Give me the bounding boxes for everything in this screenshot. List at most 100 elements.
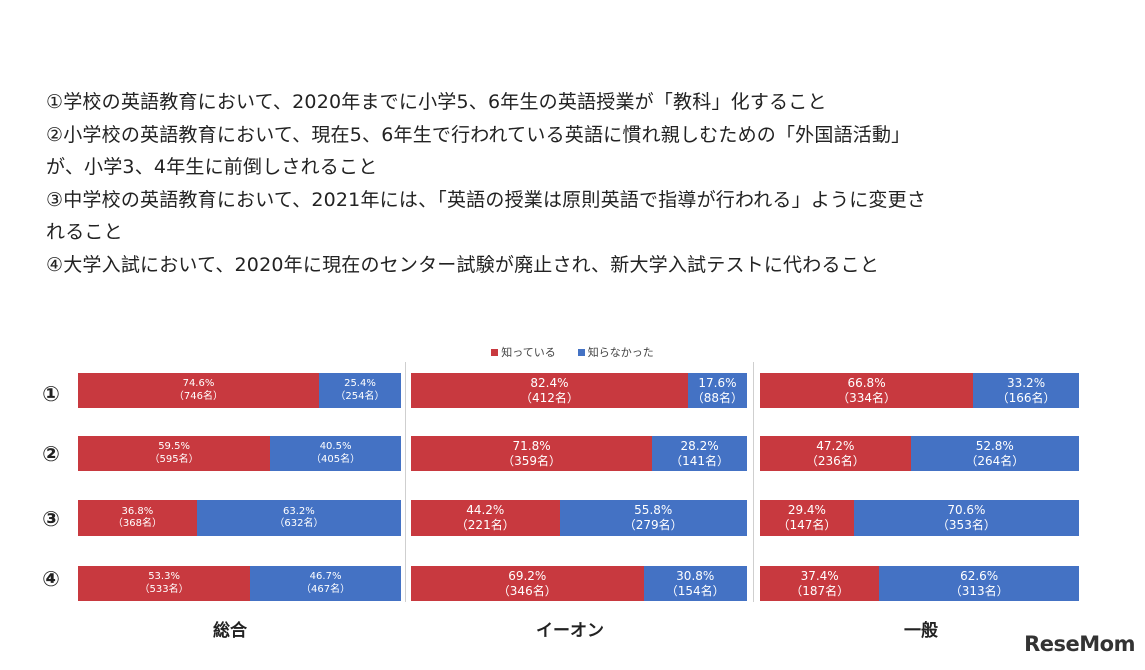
data-label-pct: 69.2% xyxy=(508,568,547,583)
bar-segment-didnt: 62.6% （313名） xyxy=(879,566,1079,601)
bar-segment-didnt: 28.2% （141名） xyxy=(652,436,747,471)
data-label-pct: 30.8% xyxy=(676,568,715,583)
data-label-count: （346名） xyxy=(497,583,557,598)
bar-p3-q4: 37.4% （187名） 62.6% （313名） xyxy=(760,566,1079,601)
bar-segment-knew: 53.3% （533名） xyxy=(78,566,251,601)
resemom-logo: ReseMom xyxy=(1024,632,1135,656)
bar-segment-didnt: 63.2% （632名） xyxy=(196,500,401,536)
bar-segment-didnt: 40.5% （405名） xyxy=(270,436,401,471)
bar-p2-q2: 71.8% （359名） 28.2% （141名） xyxy=(411,436,747,471)
data-label-count: （632名） xyxy=(274,518,324,529)
bar-p2-q4: 69.2% （346名） 30.8% （154名） xyxy=(411,566,747,601)
bar-p1-q1: 74.6% （746名） 25.4% （254名） xyxy=(78,373,401,408)
data-label-pct: 37.4% xyxy=(800,568,839,583)
data-label-pct: 66.8% xyxy=(847,375,886,390)
bar-p3-q2: 47.2% （236名） 52.8% （264名） xyxy=(760,436,1079,471)
data-label-count: （166名） xyxy=(996,390,1056,405)
bar-segment-didnt: 30.8% （154名） xyxy=(643,566,747,601)
data-label-pct: 55.8% xyxy=(634,503,673,518)
panel-title-overall: 総合 xyxy=(213,621,247,641)
panel-separator-1 xyxy=(405,362,406,602)
row-label-2: ② xyxy=(42,442,60,466)
bar-segment-knew: 71.8% （359名） xyxy=(411,436,653,471)
bar-segment-didnt: 55.8% （279名） xyxy=(559,500,747,536)
row-label-3: ③ xyxy=(42,507,60,531)
bar-segment-knew: 36.8% （368名） xyxy=(78,500,197,536)
data-label-pct: 33.2% xyxy=(1006,375,1046,390)
data-label-pct: 47.2% xyxy=(816,438,855,453)
data-label-count: （533名） xyxy=(139,583,189,595)
legend-swatch-didnt xyxy=(577,348,585,356)
data-label-count: （88名） xyxy=(691,390,744,405)
bar-p2-q1: 82.4% （412名） 17.6% （88名） xyxy=(411,373,747,408)
data-label-pct: 29.4% xyxy=(787,503,826,518)
bar-segment-knew: 66.8% （334名） xyxy=(760,373,974,408)
question-line-3: が、小学3、4年生に前倒しされること xyxy=(46,156,378,178)
bar-p1-q3: 36.8% （368名） 63.2% （632名） xyxy=(78,500,401,536)
bar-p3-q1: 66.8% （334名） 33.2% （166名） xyxy=(760,373,1079,408)
data-label-pct: 59.5% xyxy=(158,441,190,453)
bar-segment-didnt: 33.2% （166名） xyxy=(973,373,1079,408)
data-label-pct: 62.6% xyxy=(960,568,999,583)
panel-title-general: 一般 xyxy=(904,621,938,641)
data-label-count: （353名） xyxy=(936,518,996,532)
bar-p1-q4: 53.3% （533名） 46.7% （467名） xyxy=(78,566,401,601)
bar-p1-q2: 59.5% （595名） 40.5% （405名） xyxy=(78,436,401,471)
data-label-pct: 36.8% xyxy=(121,505,154,517)
question-list: ①学校の英語教育において、2020年までに小学5、6年生の英語授業が「教科」化す… xyxy=(46,86,1066,281)
legend-item-knew: 知っている xyxy=(491,344,556,360)
question-line-2: ②小学校の英語教育において、現在5、6年生で行われている英語に慣れ親しむための「… xyxy=(46,123,911,146)
data-label-count: （334名） xyxy=(837,390,896,405)
data-label-pct: 40.5% xyxy=(319,441,352,453)
bar-segment-didnt: 52.8% （264名） xyxy=(910,436,1079,471)
data-label-count: （746名） xyxy=(173,390,224,402)
data-label-pct: 70.6% xyxy=(947,503,986,518)
data-label-count: （405名） xyxy=(311,453,361,465)
data-label-count: （264名） xyxy=(965,453,1025,468)
data-label-pct: 52.8% xyxy=(975,438,1014,453)
panel-title-aeon: イーオン xyxy=(536,621,604,641)
data-label-pct: 74.6% xyxy=(182,378,215,390)
data-label-pct: 71.8% xyxy=(512,438,551,453)
bar-segment-didnt: 25.4% （254名） xyxy=(318,373,401,408)
row-label-4: ④ xyxy=(42,567,60,591)
data-label-count: （221名） xyxy=(455,518,515,532)
bar-segment-knew: 69.2% （346名） xyxy=(411,566,644,601)
legend-swatch-knew xyxy=(491,348,499,356)
question-line-6: ④大学入試において、2020年に現在のセンター試験が廃止され、新大学入試テストに… xyxy=(46,253,880,276)
data-label-pct: 53.3% xyxy=(148,571,180,583)
chart-legend: 知っている 知らなかった xyxy=(0,344,1145,360)
question-line-1: ①学校の英語教育において、2020年までに小学5、6年生の英語授業が「教科」化す… xyxy=(46,91,827,113)
bar-segment-knew: 82.4% （412名） xyxy=(411,373,688,408)
data-label-pct: 63.2% xyxy=(283,505,315,517)
data-label-count: （141名） xyxy=(670,453,730,468)
question-line-5: れること xyxy=(46,221,123,243)
bar-segment-didnt: 46.7% （467名） xyxy=(250,566,401,601)
data-label-count: （236名） xyxy=(805,453,865,468)
legend-label-knew: 知っている xyxy=(501,346,556,359)
bar-p2-q3: 44.2% （221名） 55.8% （279名） xyxy=(411,500,747,536)
row-label-1: ① xyxy=(42,382,60,406)
data-label-count: （595名） xyxy=(149,453,199,465)
bar-segment-didnt: 70.6% （353名） xyxy=(853,500,1079,536)
question-line-4: ③中学校の英語教育において、2021年には、「英語の授業は原則英語で指導が行われ… xyxy=(46,188,927,211)
legend-label-didnt: 知らなかった xyxy=(587,346,654,359)
data-label-count: （187名） xyxy=(790,583,850,598)
data-label-count: （313名） xyxy=(949,583,1009,598)
data-label-count: （368名） xyxy=(112,518,162,529)
data-label-count: （279名） xyxy=(623,518,683,532)
bar-p3-q3: 29.4% （147名） 70.6% （353名） xyxy=(760,500,1079,536)
data-label-pct: 25.4% xyxy=(344,378,376,390)
data-label-count: （467名） xyxy=(301,583,351,595)
bar-segment-knew: 47.2% （236名） xyxy=(760,436,911,471)
data-label-count: （254名） xyxy=(335,390,385,402)
data-label-pct: 17.6% xyxy=(698,375,737,390)
data-label-count: （412名） xyxy=(519,390,579,405)
panel-separator-2 xyxy=(753,362,754,602)
bar-segment-knew: 74.6% （746名） xyxy=(78,373,319,408)
data-label-count: （359名） xyxy=(502,453,562,468)
bar-segment-knew: 37.4% （187名） xyxy=(760,566,880,601)
data-label-count: （154名） xyxy=(665,583,725,598)
data-label-pct: 28.2% xyxy=(680,438,719,453)
bar-segment-knew: 44.2% （221名） xyxy=(411,500,560,536)
